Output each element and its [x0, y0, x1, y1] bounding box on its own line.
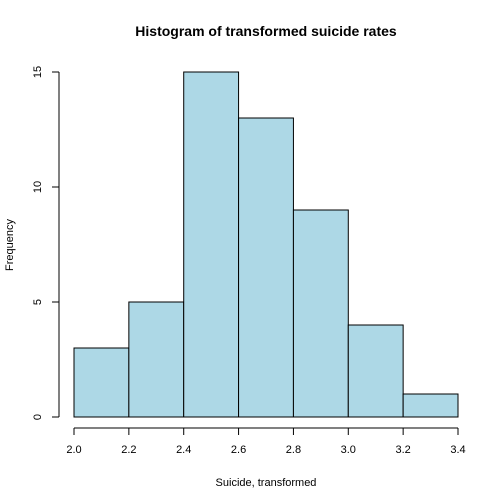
histogram-bar-3 — [238, 117, 294, 418]
x-tick-label: 2.0 — [66, 444, 81, 456]
y-tick-label: 15 — [32, 66, 44, 78]
chart-title: Histogram of transformed suicide rates — [135, 23, 397, 39]
histogram-bar-4 — [292, 209, 349, 418]
histogram-bar-0 — [73, 347, 130, 418]
x-tick-label: 3.4 — [450, 444, 465, 456]
histogram-bar-6 — [402, 393, 459, 418]
x-tick-label: 2.4 — [176, 444, 191, 456]
x-tick-label: 3.2 — [395, 444, 410, 456]
x-tick-label: 2.6 — [231, 444, 246, 456]
y-tick-label: 0 — [32, 414, 44, 420]
x-tick-label: 2.8 — [286, 444, 301, 456]
x-axis: 2.0 2.2 2.4 2.6 2.8 3.0 3.2 3.4 — [66, 427, 466, 456]
y-axis: 0 5 10 15 — [32, 66, 60, 420]
histogram-bar-5 — [347, 324, 404, 418]
bars-group — [73, 71, 459, 418]
y-axis-label: Frequency — [4, 219, 16, 271]
histogram-bar-1 — [128, 301, 185, 418]
y-tick-label: 10 — [32, 181, 44, 193]
y-tick-label: 5 — [32, 299, 44, 305]
x-tick-label: 3.0 — [341, 444, 356, 456]
histogram-bar-2 — [183, 71, 240, 418]
x-tick-label: 2.2 — [121, 444, 136, 456]
x-axis-label: Suicide, transformed — [216, 477, 317, 489]
